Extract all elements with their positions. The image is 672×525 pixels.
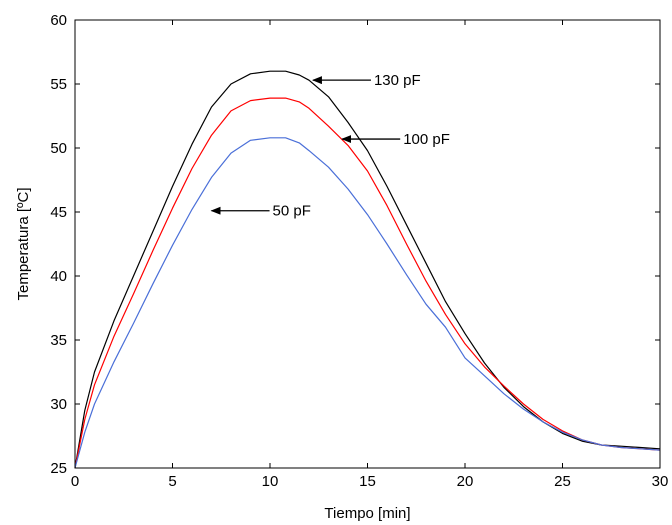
y-tick-label: 40 [50, 268, 67, 285]
y-tick-label: 45 [50, 204, 67, 221]
y-axis-title: Temperatura [ºC] [15, 187, 32, 300]
series-line-2 [74, 137, 661, 469]
x-tick-label: 30 [652, 473, 669, 490]
x-tick-label: 25 [554, 473, 571, 490]
x-tick-label: 0 [71, 473, 79, 490]
annotation-layer: 130 pF 100 pF 50 pF [210, 72, 450, 220]
y-tick-label: 50 [50, 140, 67, 157]
x-tick-label: 5 [168, 473, 176, 490]
annotation-label: 100 pF [403, 131, 450, 148]
ticks-layer: 0 5 10 15 20 25 30 25 30 35 40 45 50 55 60 [50, 12, 668, 490]
x-tick-label: 20 [457, 473, 474, 490]
x-tick-label: 10 [262, 473, 279, 490]
y-tick-label: 25 [50, 460, 67, 477]
series-layer [74, 70, 661, 469]
y-tick-label: 55 [50, 76, 67, 93]
y-tick-label: 30 [50, 396, 67, 413]
y-tick-label: 60 [50, 12, 67, 29]
annotation-label: 50 pF [273, 203, 311, 220]
x-axis-title: Tiempo [min] [324, 505, 410, 522]
series-line-1 [74, 97, 661, 469]
annotation-label: 130 pF [374, 72, 421, 89]
series-line-0 [74, 70, 661, 469]
y-tick-label: 35 [50, 332, 67, 349]
x-tick-label: 15 [359, 473, 376, 490]
